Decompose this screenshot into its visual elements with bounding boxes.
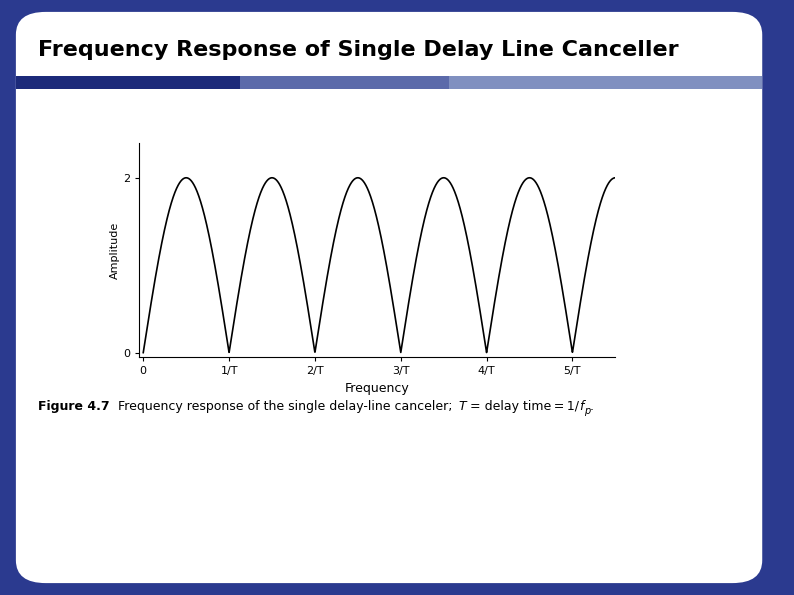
- Bar: [240, 76, 449, 89]
- Bar: [16, 76, 240, 89]
- X-axis label: Frequency: Frequency: [345, 381, 410, 394]
- Y-axis label: Amplitude: Amplitude: [110, 221, 120, 278]
- Text: f: f: [580, 400, 584, 414]
- Text: Frequency Response of Single Delay Line Canceller: Frequency Response of Single Delay Line …: [38, 40, 679, 61]
- Text: Frequency response of the single delay-line canceler;: Frequency response of the single delay-l…: [110, 400, 459, 414]
- FancyBboxPatch shape: [16, 12, 762, 583]
- Text: p: p: [584, 406, 590, 416]
- Text: = delay time = 1/: = delay time = 1/: [466, 400, 580, 414]
- Text: T: T: [459, 400, 466, 414]
- Text: .: .: [590, 400, 594, 414]
- Bar: [449, 76, 762, 89]
- Text: Figure 4.7: Figure 4.7: [38, 400, 110, 414]
